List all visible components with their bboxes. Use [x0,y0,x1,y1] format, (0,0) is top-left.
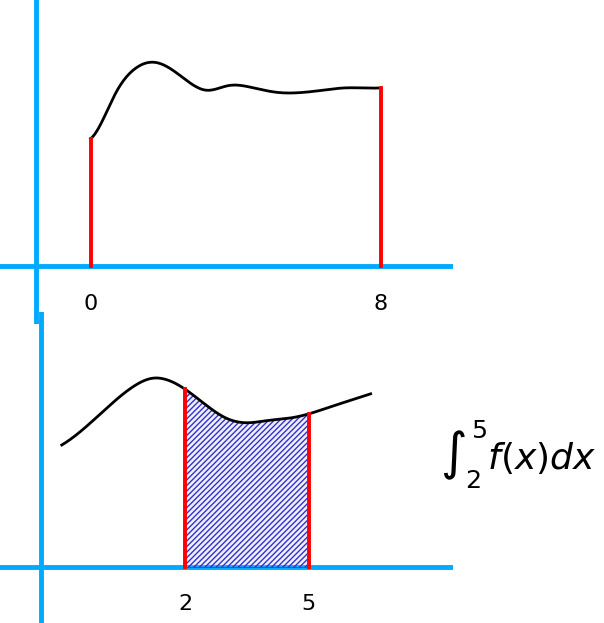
Text: 8: 8 [373,294,388,314]
Text: 0: 0 [83,294,98,314]
Text: 5: 5 [302,594,316,614]
Polygon shape [185,389,309,568]
Text: 2: 2 [178,594,193,614]
Text: $\int_2^5 f(x)dx$: $\int_2^5 f(x)dx$ [440,419,596,491]
